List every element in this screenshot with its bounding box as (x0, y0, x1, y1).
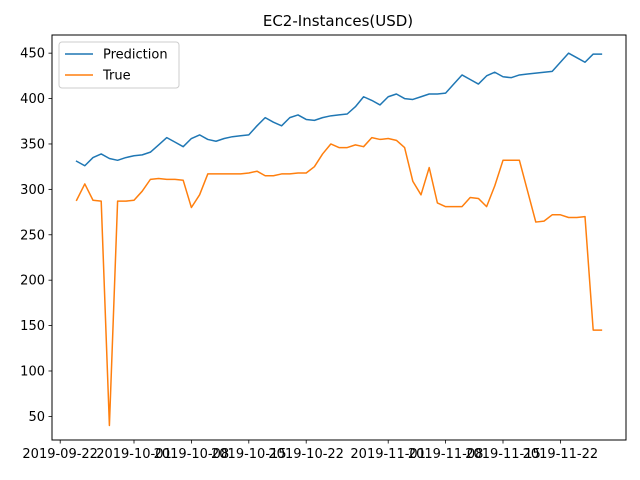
x-tick-label: 2019-11-15 (465, 447, 541, 462)
y-tick-label: 400 (20, 92, 45, 107)
y-tick-label: 350 (20, 137, 45, 152)
series-line-true (75, 136, 603, 427)
legend-label-prediction: Prediction (103, 48, 168, 63)
y-tick-label: 100 (20, 364, 45, 379)
y-tick-label: 200 (20, 274, 45, 289)
axes-layer: 501001502002503003504004502019-09-222019… (20, 34, 627, 462)
x-tick-label: 2019-10-01 (96, 447, 172, 462)
y-tick-label: 300 (20, 183, 45, 198)
y-tick-label: 450 (20, 47, 45, 62)
series-line-prediction (75, 52, 603, 167)
legend-label-true: True (102, 69, 131, 84)
series-layer (75, 52, 603, 427)
y-tick-label: 50 (28, 410, 45, 425)
x-tick-label: 2019-10-08 (154, 447, 230, 462)
chart-title: EC2-Instances(USD) (263, 12, 413, 30)
legend: Prediction True (58, 41, 180, 89)
x-tick-label: 2019-11-22 (523, 447, 599, 462)
y-tick-label: 250 (20, 228, 45, 243)
x-tick-label: 2019-09-22 (22, 447, 98, 462)
y-tick-label: 150 (20, 319, 45, 334)
plot-frame (51, 34, 627, 441)
x-tick-label: 2019-10-15 (211, 447, 287, 462)
x-tick-label: 2019-11-01 (350, 447, 426, 462)
x-tick-label: 2019-11-08 (408, 447, 484, 462)
x-tick-label: 2019-10-22 (268, 447, 344, 462)
